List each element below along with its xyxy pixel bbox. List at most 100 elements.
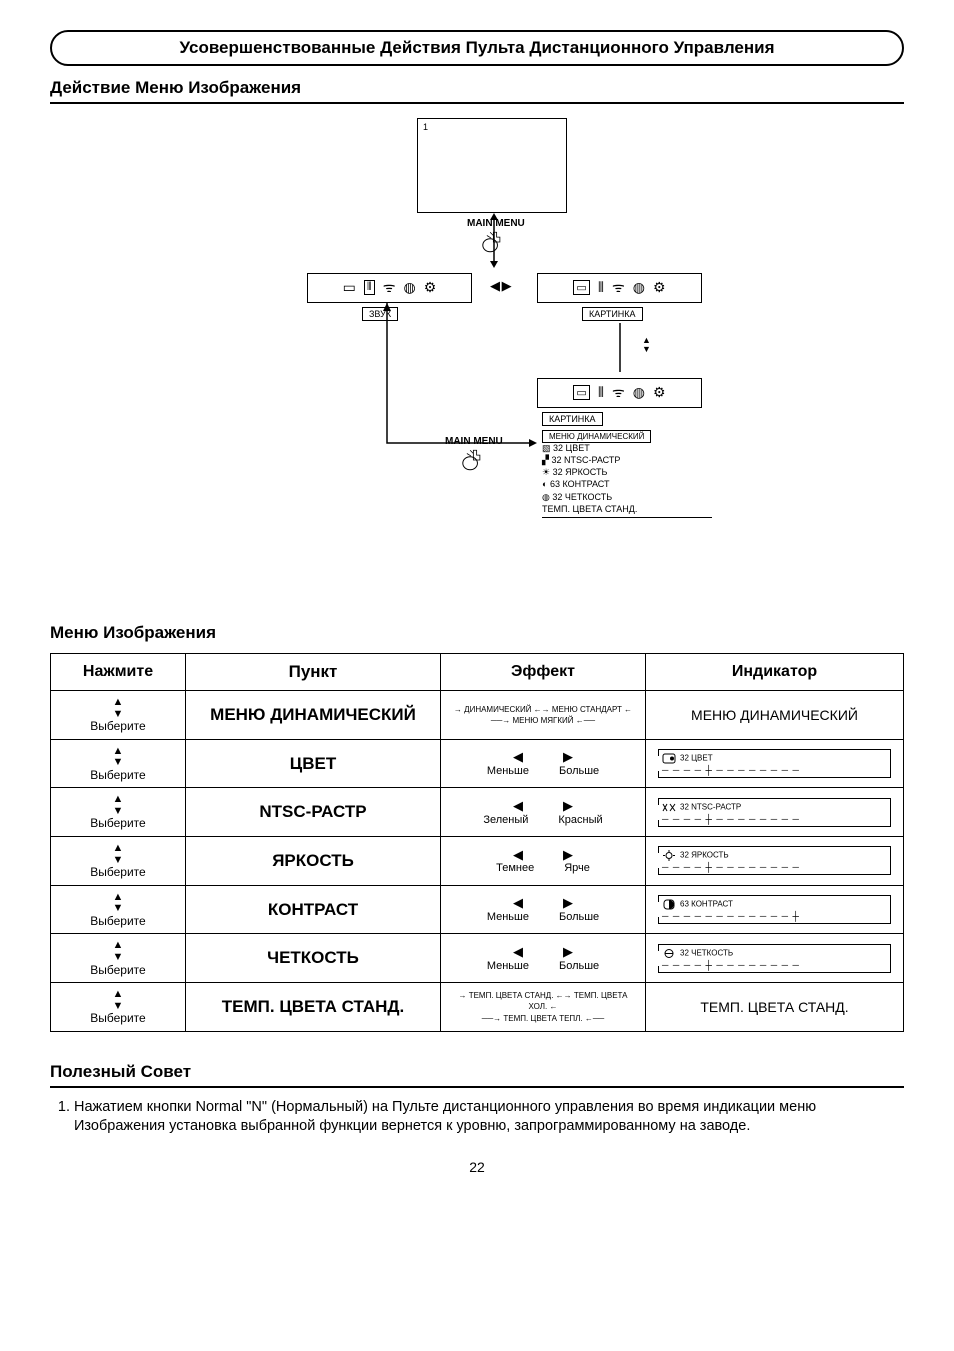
select-label: Выберите [59, 1012, 177, 1025]
slider-icon: ─ ─ ─ ─ ┼ ─ ─ ─ ─ ─ ─ ─ ─ [662, 765, 886, 775]
right-arrow-icon: ▶ [563, 750, 573, 764]
indicator-cell: 63 КОНТРАСТ ─ ─ ─ ─ ─ ─ ─ ─ ─ ─ ─ ─ ┼ [646, 885, 904, 934]
th-indicator: Индикатор [646, 654, 904, 691]
indicator-cell: МЕНЮ ДИНАМИЧЕСКИЙ [646, 691, 904, 740]
clock-icon: ◍ [404, 279, 416, 296]
more-label: Больше [559, 765, 599, 777]
indicator-cell: ТЕМП. ЦВЕТА СТАНД. [646, 983, 904, 1032]
picture-tab-label: КАРТИНКА [582, 304, 643, 322]
antenna-icon: ᯤ [612, 383, 625, 402]
page-number: 22 [50, 1159, 904, 1175]
select-label: Выберите [59, 720, 177, 733]
indicator-icon [662, 850, 676, 861]
more-label: Больше [559, 911, 599, 923]
speaker-icon: ⦀ [598, 384, 604, 401]
indicator-icon [662, 753, 676, 764]
effect-cell: ◀ ▶ Зеленый Красный [441, 788, 646, 837]
clock-icon: ◍ [633, 384, 645, 401]
left-arrow-icon: ◀ [513, 799, 523, 813]
indicator-box: 32 NTSC-РАСТР ─ ─ ─ ─ ┼ ─ ─ ─ ─ ─ ─ ─ ─ [658, 798, 891, 827]
indicator-cell: 32 ЧЕТКОСТЬ─ ─ ─ ─ ┼ ─ ─ ─ ─ ─ ─ ─ ─ [646, 934, 904, 983]
menu-row: ТЕМП. ЦВЕТА СТАНД. [542, 503, 712, 518]
menu-row: ◐ 63 КОНТРАСТ [542, 478, 712, 490]
indicator-label: 32 NTSC-РАСТР [680, 802, 741, 811]
speaker-icon: ⦀ [598, 279, 604, 296]
press-cell: ▲▼Выберите [51, 739, 186, 788]
right-arrow-icon: ▶ [563, 945, 573, 959]
sun-icon: ☀ [542, 467, 550, 477]
effect-cell: → ДИНАМИЧЕСКИЙ ←→ МЕНЮ СТАНДАРТ ←──→ МЕН… [441, 691, 646, 740]
item-cell: ЯРКОСТЬ [186, 837, 441, 886]
clock-icon: ◍ [633, 279, 645, 296]
up-arrow-icon: ▲ [59, 989, 177, 1001]
down-arrow-icon: ▼ [59, 952, 177, 964]
ntsc-icon: ▞ [542, 455, 549, 465]
indicator-box: 32 ЦВЕТ ─ ─ ─ ─ ┼ ─ ─ ─ ─ ─ ─ ─ ─ [658, 749, 891, 778]
section-picture-menu: Меню Изображения [50, 623, 904, 647]
effect-cell: → ТЕМП. ЦВЕТА СТАНД. ←→ ТЕМП. ЦВЕТА ХОЛ.… [441, 983, 646, 1032]
tip-list: Нажатием кнопки Normal "N" (Нормальный) … [50, 1098, 904, 1137]
effect-cell: ◀ ▶ Меньше Больше [441, 885, 646, 934]
select-label: Выберите [59, 769, 177, 782]
ud-arrow-icon [642, 336, 651, 354]
more-label: Красный [558, 814, 602, 826]
screen-blank-label: 1 [423, 122, 428, 132]
indicator-label: 32 ЦВЕТ [680, 754, 713, 763]
menu-bar-picture-2: ▭ ⦀ ᯤ ◍ ⚙ [537, 378, 702, 408]
effect-cell: ◀▶МеньшеБольше [441, 739, 646, 788]
slider-icon: ─ ─ ─ ─ ─ ─ ─ ─ ─ ─ ─ ─ ┼ [662, 911, 886, 921]
indicator-icon [662, 802, 676, 813]
table-row: ▲▼ВыберитеЦВЕТ◀▶МеньшеБольше32 ЦВЕТ─ ─ ─… [51, 739, 904, 788]
select-label: Выберите [59, 964, 177, 977]
left-arrow-icon: ◀ [513, 848, 523, 862]
item-cell: NTSC-РАСТР [186, 788, 441, 837]
press-cell: ▲▼Выберите [51, 691, 186, 740]
item-cell: МЕНЮ ДИНАМИЧЕСКИЙ [186, 691, 441, 740]
slider-icon: ─ ─ ─ ─ ┼ ─ ─ ─ ─ ─ ─ ─ ─ [662, 814, 886, 824]
picture-tab-label-2: КАРТИНКА [542, 409, 603, 427]
right-arrow-icon: ▶ [563, 799, 573, 813]
lr-arrow-icon: ◀ ▶ [490, 278, 511, 294]
picture-menu-table: Нажмите Пункт Эффект Индикатор ▲▼Выберит… [50, 653, 904, 1032]
select-label: Выберите [59, 866, 177, 879]
less-label: Меньше [487, 960, 529, 972]
tv-icon: ▭ [343, 279, 356, 296]
screen-blank: 1 [417, 118, 567, 213]
flow-diagram: 1 MAIN MENU ▭ ⦀ ᯤ ◍ ⚙ ЗВУК ◀ ▶ ▭ ⦀ ᯤ ◍ ⚙… [222, 118, 732, 613]
less-label: Меньше [487, 911, 529, 923]
press-cell: ▲▼Выберите [51, 934, 186, 983]
indicator-icon [662, 899, 676, 910]
contrast-icon: ◐ [542, 479, 547, 489]
left-arrow-icon: ◀ [513, 896, 523, 910]
tip-title: Полезный Совет [50, 1062, 904, 1088]
th-effect: Эффект [441, 654, 646, 691]
indicator-label: 32 ЧЕТКОСТЬ [680, 948, 733, 957]
less-label: Зеленый [483, 814, 528, 826]
press-cell: ▲▼Выберите [51, 788, 186, 837]
menu-row: ◍ 32 ЧЕТКОСТЬ [542, 491, 712, 503]
cycle-diagram: → ДИНАМИЧЕСКИЙ ←→ МЕНЮ СТАНДАРТ ←──→ МЕН… [449, 704, 637, 726]
table-row: ▲▼ВыберитеЯРКОСТЬ◀▶ТемнееЯрче32 ЯРКОСТЬ─… [51, 837, 904, 886]
gear-icon: ⚙ [424, 279, 437, 296]
indicator-icon [662, 948, 676, 959]
speaker-icon: ⦀ [364, 280, 375, 295]
indicator-label: 63 КОНТРАСТ [680, 900, 733, 909]
press-cell: ▲▼Выберите [51, 983, 186, 1032]
up-arrow-icon: ▲ [59, 843, 177, 855]
slider-icon: ─ ─ ─ ─ ┼ ─ ─ ─ ─ ─ ─ ─ ─ [662, 862, 886, 872]
sharp-icon: ◍ [542, 492, 550, 502]
antenna-icon: ᯤ [383, 278, 396, 297]
right-arrow-icon: ▶ [563, 896, 573, 910]
item-cell: ЧЕТКОСТЬ [186, 934, 441, 983]
menu-row: ▞ 32 NTSC-РАСТР [542, 454, 712, 466]
arrow-top [488, 213, 500, 268]
less-label: Меньше [487, 765, 529, 777]
effect-cell: ◀▶ТемнееЯрче [441, 837, 646, 886]
left-arrow-icon: ◀ [513, 945, 523, 959]
cycle-diagram: → ТЕМП. ЦВЕТА СТАНД. ←→ ТЕМП. ЦВЕТА ХОЛ.… [449, 990, 637, 1024]
item-cell: ЦВЕТ [186, 739, 441, 788]
effect-cell: ◀▶МеньшеБольше [441, 934, 646, 983]
section-picture-action: Действие Меню Изображения [50, 78, 904, 104]
menu-row: ☀ 32 ЯРКОСТЬ [542, 466, 712, 478]
less-label: Темнее [496, 862, 534, 874]
